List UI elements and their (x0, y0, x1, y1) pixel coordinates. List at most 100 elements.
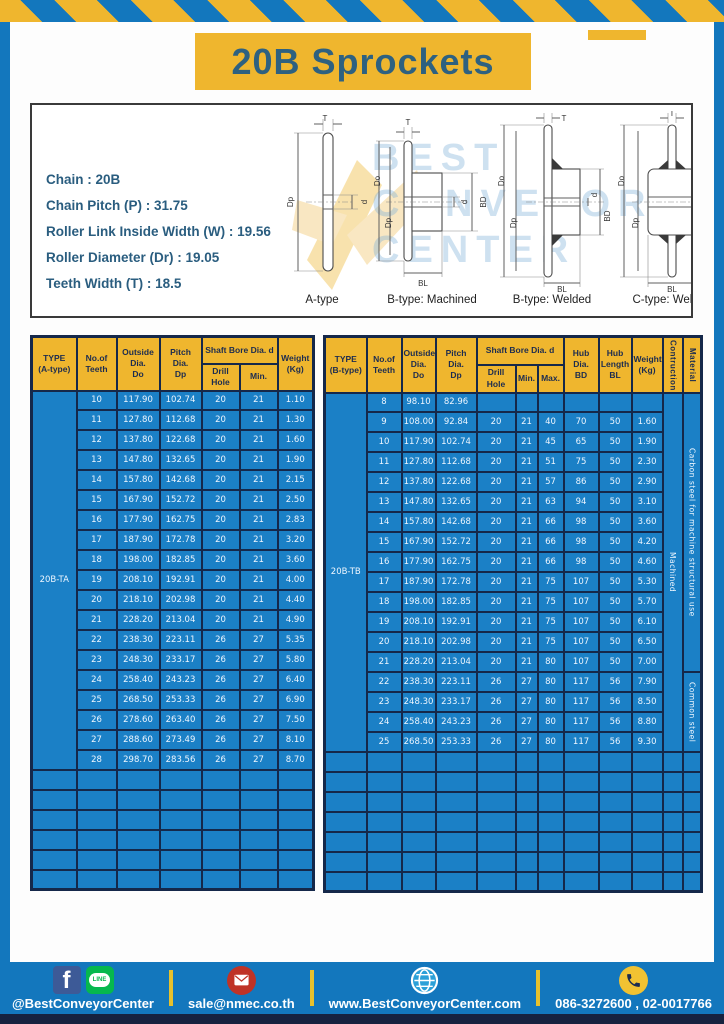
svg-text:Do: Do (617, 175, 626, 186)
table-row: 11 127.80 112.68 20 21 1.30 (32, 409, 315, 432)
globe-icon (410, 966, 439, 995)
table-cell: 20 (475, 571, 517, 594)
table-cell: 50 (597, 651, 633, 674)
table-cell: 157.80 (400, 511, 437, 534)
column-header: No.of Teeth (75, 335, 118, 392)
table-cell (365, 770, 403, 793)
table-cell: 21 (514, 571, 539, 594)
table-cell (597, 790, 633, 813)
table-cell (434, 750, 478, 773)
footer-divider (169, 970, 174, 1006)
empty-row (323, 850, 703, 873)
table-cell: 25 (75, 689, 118, 711)
table-cell (200, 868, 241, 891)
table-cell: 21 (514, 551, 539, 574)
table-cell: 1.90 (276, 449, 315, 472)
table-cell (115, 828, 161, 851)
table-row: 15 167.90 152.72 20 21 2.50 (32, 489, 315, 512)
table-cell: 18 (365, 591, 403, 614)
table-cell: 21 (238, 389, 279, 412)
table-cell: 21 (238, 609, 279, 632)
table-cell: 172.78 (158, 529, 203, 552)
table-cell (434, 870, 478, 893)
table-cell: 5.35 (276, 629, 315, 652)
table-cell: 80 (536, 671, 565, 694)
table-cell: 253.33 (434, 730, 478, 753)
column-header: Pitch Dia. Dp (434, 335, 478, 394)
table-cell: 10 (365, 431, 403, 454)
table-a-header: TYPE (A-type) No.of Teeth Outside Dia. D… (30, 335, 315, 392)
table-cell (475, 790, 517, 813)
table-a-body: 20B-TA 10 117.90 102.74 20 21 1.10 11 127.80 112.… (30, 389, 315, 891)
table-cell: 82.96 (434, 391, 478, 414)
svg-text:d: d (590, 193, 599, 197)
table-row: 10 117.90 102.74 20 21 45 65 50 1.90 (325, 431, 702, 454)
table-cell: 21 (514, 471, 539, 494)
table-cell: 20 (200, 509, 241, 532)
table-cell (536, 870, 565, 893)
table-cell: 98 (562, 511, 600, 534)
table-cell (200, 808, 241, 831)
table-cell: 152.72 (434, 531, 478, 554)
table-cell: 8.50 (630, 691, 664, 713)
table-cell: 10 (75, 389, 118, 412)
footer-divider (309, 970, 314, 1006)
table-cell (400, 830, 437, 853)
material-label: Common steel (681, 671, 703, 753)
table-cell: 75 (536, 611, 565, 634)
table-b-header: TYPE (B-type) No.of Teeth Outside Dia. D… (323, 335, 703, 394)
table-cell: 218.10 (115, 589, 161, 612)
table-cell (400, 770, 437, 793)
table-cell: 182.85 (158, 549, 203, 572)
table-cell: 24 (365, 711, 403, 733)
table-row: 21 228.20 213.04 20 21 80 107 50 7.00 (325, 651, 702, 674)
table-cell (434, 830, 478, 853)
table-cell: 202.98 (434, 631, 478, 654)
svg-text:Do: Do (373, 175, 382, 186)
table-cell: 213.04 (434, 651, 478, 674)
column-header: Shaft Bore Dia. d (200, 335, 279, 365)
table-cell: 107 (562, 591, 600, 614)
table-cell (30, 808, 78, 831)
svg-text:BL: BL (418, 279, 428, 288)
column-header: Contruction (661, 335, 684, 394)
table-cell: 20 (200, 569, 241, 592)
table-cell: 4.20 (630, 531, 664, 554)
table-cell: 4.00 (276, 569, 315, 592)
column-header: Max. (536, 363, 565, 394)
table-row: 19 208.10 192.91 20 21 75 107 50 6.10 (325, 611, 702, 634)
table-row: 15 167.90 152.72 20 21 66 98 50 4.20 (325, 531, 702, 554)
table-cell: 20 (475, 411, 517, 434)
table-cell (514, 750, 539, 773)
table-cell: 5.80 (276, 649, 315, 672)
table-cell: 8.10 (276, 728, 315, 751)
table-cell: 117 (562, 711, 600, 733)
table-cell: 26 (200, 728, 241, 751)
table-cell: 263.40 (158, 709, 203, 731)
table-cell (514, 391, 539, 414)
table-cell: 7.00 (630, 651, 664, 674)
table-cell: 17 (365, 571, 403, 594)
table-row: 18 198.00 182.85 20 21 75 107 50 5.70 (325, 591, 702, 614)
table-cell: 228.20 (115, 609, 161, 632)
table-cell: 208.10 (115, 569, 161, 592)
table-cell (681, 810, 703, 833)
table-cell (238, 788, 279, 811)
table-cell: 27 (238, 709, 279, 731)
table-cell (630, 790, 664, 813)
table-cell (200, 828, 241, 851)
table-row: 23 248.30 233.17 26 27 80 117 56 8.50 (325, 691, 702, 713)
table-row: 14 157.80 142.68 20 21 66 98 50 3.60 (325, 511, 702, 534)
table-cell: 182.85 (434, 591, 478, 614)
column-header: Weight (Kg) (630, 335, 664, 394)
table-cell: 86 (562, 471, 600, 494)
table-cell: 20 (475, 451, 517, 474)
table-cell: 283.56 (158, 748, 203, 771)
column-header: Outside Dia. Do (400, 335, 437, 394)
table-cell: 26 (200, 689, 241, 711)
table-cell (562, 391, 600, 414)
table-cell: 162.75 (434, 551, 478, 574)
table-cell: 21 (238, 529, 279, 552)
column-header: Shaft Bore Dia. d (475, 335, 565, 366)
table-cell: 20 (200, 489, 241, 512)
